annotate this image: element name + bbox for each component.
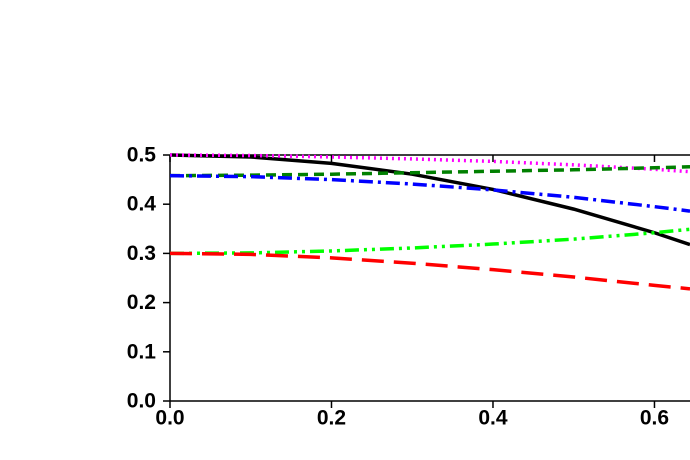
y-tick-label: 0.0 [127,390,156,413]
x-tick-label: 0.0 [155,407,184,430]
x-tick-label: 0.4 [478,407,508,430]
y-tick-label: 0.1 [127,340,157,363]
series-line [169,165,690,178]
y-tick-label: 0.3 [127,242,156,265]
x-tick-label: 0.6 [640,407,669,430]
y-tick-label: 0.2 [127,291,156,314]
series-line [169,227,690,256]
series-line [169,153,690,174]
y-tick-label: 0.5 [127,144,157,167]
series-line [169,153,690,247]
series-line [169,173,690,213]
y-tick-label: 0.4 [127,193,157,216]
x-tick-label: 0.2 [317,407,346,430]
series-line [169,251,690,291]
